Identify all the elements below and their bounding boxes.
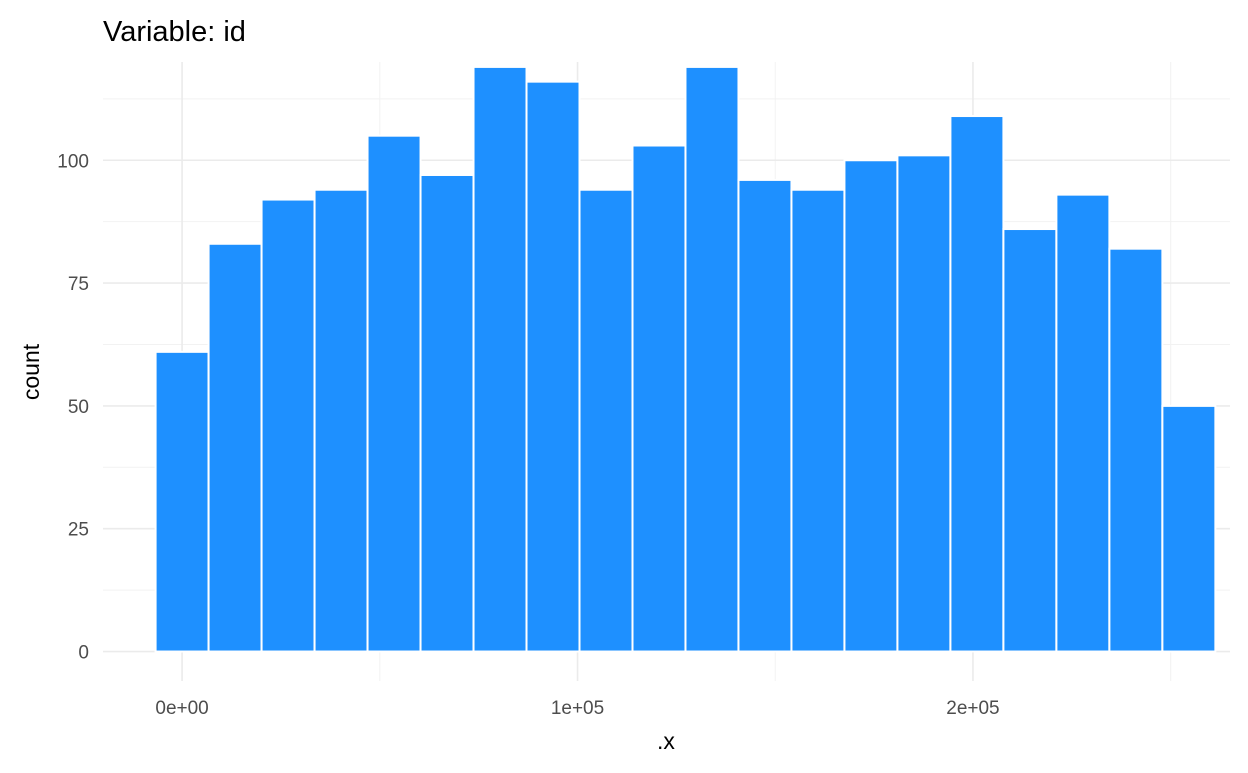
histogram-bar: [525, 80, 581, 653]
histogram-bar: [1055, 193, 1111, 653]
y-tick-label: 0: [78, 643, 89, 664]
histogram-bar: [737, 178, 793, 653]
x-axis-tick-labels: 0e+00 1e+05 2e+05: [155, 698, 999, 719]
y-tick-label: 75: [68, 274, 89, 295]
y-tick-label: 50: [68, 397, 89, 418]
histogram-bar: [207, 242, 263, 653]
histogram-bar: [631, 144, 687, 653]
x-tick-label: 0e+00: [155, 698, 208, 719]
histogram-bar: [260, 198, 316, 653]
histogram-bar: [419, 173, 475, 653]
histogram-bar: [1108, 247, 1164, 653]
y-tick-label: 100: [57, 151, 89, 172]
histogram-bar: [843, 159, 899, 653]
histogram-bar: [949, 115, 1005, 653]
x-tick-label: 2e+05: [946, 698, 999, 719]
histogram-bar: [154, 350, 210, 653]
histogram-bar: [578, 188, 634, 653]
histogram-bars: [154, 65, 1217, 653]
x-axis-title: .x: [657, 728, 675, 754]
histogram-bar: [790, 188, 846, 653]
histogram-bar: [472, 65, 528, 653]
x-tick-label: 1e+05: [551, 698, 604, 719]
y-axis-tick-labels: 0 25 50 75 100: [57, 151, 89, 663]
histogram-bar: [896, 154, 952, 653]
chart-title: Variable: id: [103, 16, 246, 48]
histogram-bar: [313, 188, 369, 653]
y-axis-title: count: [18, 343, 44, 400]
histogram-bar: [684, 65, 740, 653]
histogram-bar: [366, 134, 422, 653]
histogram-bar: [1002, 228, 1058, 653]
y-tick-label: 25: [68, 520, 89, 541]
histogram-bar: [1161, 404, 1217, 653]
